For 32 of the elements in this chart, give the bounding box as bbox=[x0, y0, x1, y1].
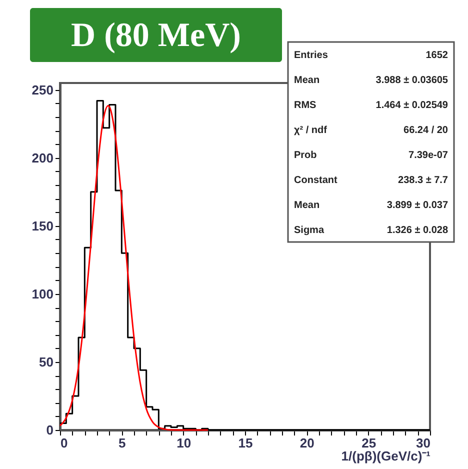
annotation: 3.988 ± 0.03605 bbox=[376, 75, 448, 86]
annotation: Prob bbox=[294, 150, 317, 161]
annotation: 238.3 ± 7.7 bbox=[398, 175, 448, 186]
annotation: Mean bbox=[294, 200, 320, 211]
annotation: 1.326 ± 0.028 bbox=[386, 225, 448, 236]
y-tick-label: 50 bbox=[39, 354, 54, 370]
annotation: 3.899 ± 0.037 bbox=[386, 200, 448, 211]
y-tick-label: 200 bbox=[32, 150, 54, 166]
annotation: Constant bbox=[294, 175, 338, 186]
annotation: χ² / ndf bbox=[294, 125, 328, 136]
y-tick-label: 100 bbox=[32, 286, 54, 302]
x-tick-label: 0 bbox=[60, 436, 68, 450]
line-series bbox=[59, 104, 209, 431]
y-tick-label: 0 bbox=[46, 422, 54, 438]
annotation: 66.24 / 20 bbox=[404, 125, 448, 136]
x-tick-label: 15 bbox=[238, 436, 253, 450]
x-tick-label: 20 bbox=[300, 436, 314, 450]
annotation: 1.464 ± 0.02549 bbox=[376, 100, 448, 111]
x-tick-label: 30 bbox=[416, 436, 430, 450]
y-tick-label: 250 bbox=[32, 82, 54, 98]
chart-title: D (80 MeV) bbox=[71, 17, 241, 54]
annotation: RMS bbox=[294, 100, 317, 111]
text: 1652 bbox=[426, 50, 448, 61]
x-tick-label: 5 bbox=[118, 436, 126, 450]
x-tick-label: 10 bbox=[176, 436, 192, 450]
annotation: Mean bbox=[294, 75, 320, 86]
text: Entries bbox=[294, 50, 328, 61]
x-tick-label: 25 bbox=[362, 436, 376, 450]
annotation: 7.39e-07 bbox=[408, 150, 448, 161]
y-tick-label: 150 bbox=[32, 218, 54, 234]
x-axis-title: 1/(pβ)(GeV/c)⁻¹ bbox=[341, 448, 430, 464]
annotation: Sigma bbox=[294, 225, 324, 236]
